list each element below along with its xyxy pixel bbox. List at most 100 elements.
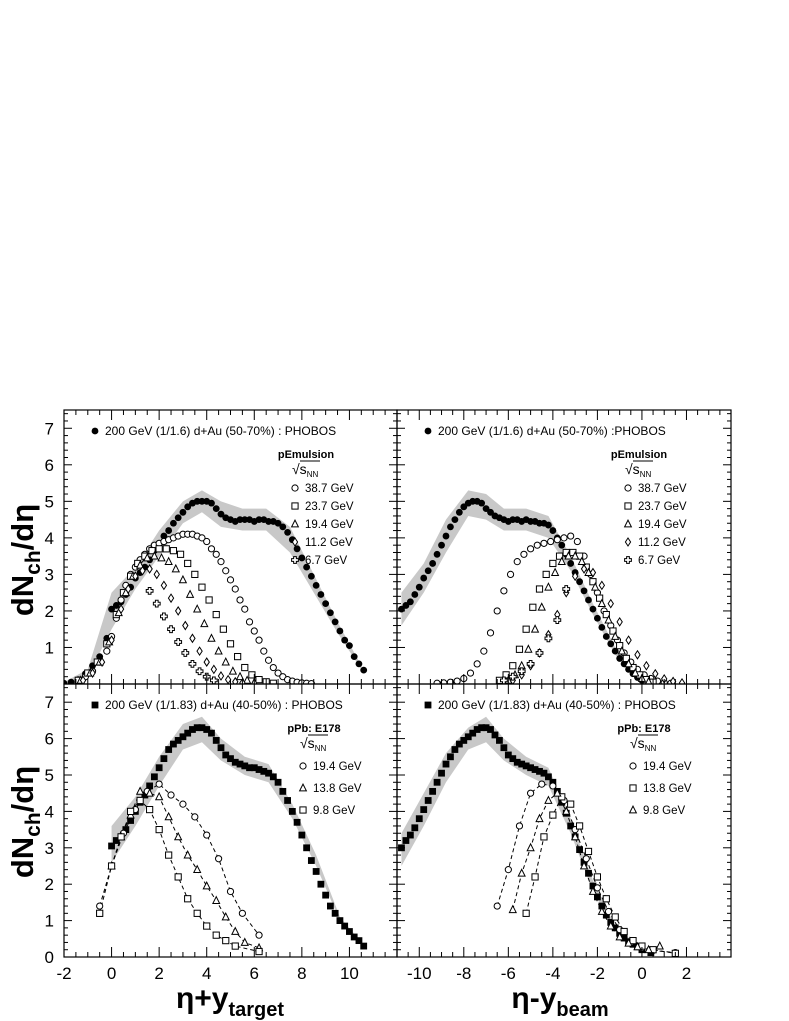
legend-marker [628, 804, 638, 814]
data-point [222, 567, 230, 575]
data-point [312, 581, 320, 589]
data-point [202, 881, 211, 890]
data-point [269, 773, 277, 781]
data-point [207, 545, 216, 553]
data-point [96, 909, 104, 917]
data-point [464, 733, 472, 741]
data-point [198, 583, 206, 591]
data-point [221, 911, 230, 921]
data-point [135, 786, 145, 795]
data-point [127, 817, 134, 824]
data-point [500, 744, 508, 752]
data-point [517, 868, 526, 877]
data-point [307, 857, 315, 864]
plot-area [398, 716, 679, 957]
data-point [174, 873, 182, 881]
data-point [567, 532, 575, 540]
data-point [573, 537, 581, 546]
data-point [222, 937, 230, 945]
data-point [504, 751, 512, 759]
sqrt-s-label: √sNN [625, 461, 651, 479]
legend-marker [290, 518, 300, 528]
data-point [228, 666, 238, 675]
data-point [447, 523, 454, 531]
data-point [209, 676, 218, 684]
y-tick-label: 7 [45, 693, 54, 712]
y-tick-label: 5 [45, 492, 54, 511]
data-point [607, 598, 614, 609]
data-point [584, 847, 593, 856]
data-point [155, 545, 163, 553]
y-tick-label: 3 [45, 839, 54, 858]
data-point [562, 806, 571, 815]
panel-top-left: 1 2 3 4 5 6 7 200 GeV (1/1.6) d+Au (50-70%) : P… [45, 409, 398, 685]
y-tick-label: 2 [45, 602, 54, 621]
data-point [196, 646, 203, 657]
legend-entry: 19.4 GeV [638, 519, 687, 531]
panel-top-right: 200 GeV (1/1.6) d+Au (50-70%) :PHOBOS pEm… [396, 409, 732, 685]
data-point [496, 737, 503, 744]
data-point [235, 671, 245, 681]
data-point [526, 660, 535, 668]
x-tick-label: 0 [637, 964, 646, 983]
data-point [184, 895, 192, 903]
legend-marker [299, 806, 307, 814]
legend-entry: 11.2 GeV [638, 537, 686, 549]
data-point [269, 663, 277, 672]
data-point [624, 938, 633, 947]
data-point [146, 805, 154, 814]
data-point [241, 762, 249, 770]
data-point [473, 726, 481, 733]
data-point [160, 532, 168, 540]
data-point [597, 906, 607, 915]
x-tick-label: -6 [501, 964, 516, 983]
data-point [331, 909, 339, 917]
plot-frame [63, 683, 398, 958]
data-point [212, 550, 220, 558]
data-point [127, 807, 135, 815]
data-point [150, 551, 159, 560]
title-marker [91, 427, 99, 435]
data-point [98, 657, 106, 667]
data-point [150, 773, 158, 781]
data-point [274, 519, 282, 527]
data-point [284, 528, 291, 536]
legend-entry: 6.7 GeV [305, 555, 348, 567]
legend-entry: 13.8 GeV [313, 783, 362, 795]
data-point [469, 729, 477, 737]
data-point [200, 618, 209, 628]
data-point [303, 563, 311, 571]
data-point [616, 655, 624, 662]
data-point [655, 941, 664, 950]
data-point [141, 791, 149, 799]
data-point [178, 574, 188, 584]
data-point [589, 882, 597, 890]
data-point [293, 818, 301, 826]
y-tick-label: 6 [45, 730, 54, 749]
data-point [250, 627, 258, 635]
data-point [535, 585, 544, 593]
data-point [593, 884, 602, 892]
y-tick-label: 4 [45, 529, 54, 548]
data-point [155, 764, 163, 772]
data-point [108, 605, 115, 613]
data-point [520, 550, 528, 558]
legend-entry: 19.4 GeV [313, 761, 362, 773]
data-point [241, 663, 249, 672]
data-point [288, 808, 296, 815]
data-point [188, 660, 197, 668]
data-point [620, 927, 628, 936]
data-point [265, 769, 272, 777]
data-point [155, 780, 163, 788]
x-tick-label: -4 [545, 964, 560, 983]
data-point [549, 811, 557, 819]
data-point [255, 516, 263, 523]
dashed-fit-line [99, 783, 260, 936]
data-point [602, 610, 610, 619]
data-point [564, 551, 573, 560]
data-point [241, 605, 249, 613]
data-point [246, 764, 253, 772]
sqrt-s-label: √sNN [292, 461, 318, 479]
systematic-band [64, 490, 362, 684]
